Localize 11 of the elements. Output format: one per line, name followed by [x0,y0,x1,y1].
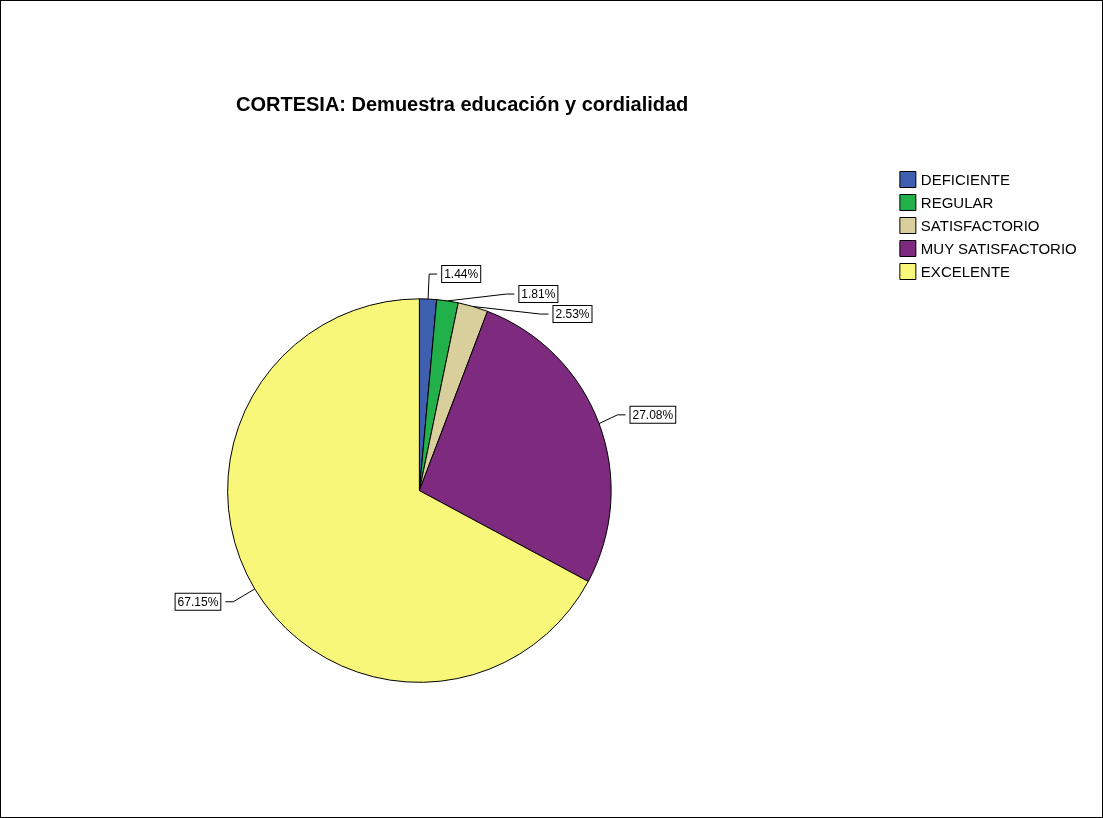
data-label: 1.44% [444,267,479,282]
legend-label: MUY SATISFACTORIO [920,240,1077,257]
legend-label: SATISFACTORIO [920,217,1040,234]
legend-label: REGULAR [920,194,994,211]
legend-label: DEFICIENTE [920,171,1011,188]
data-label: 27.08% [632,407,674,422]
data-label: 2.53% [555,307,590,322]
data-label: 67.15% [177,594,219,609]
data-label: 1.81% [521,287,556,302]
chart-title: CORTESIA: Demuestra educación y cordialidad [236,93,689,115]
legend-label: EXCELENTE [920,263,1011,280]
